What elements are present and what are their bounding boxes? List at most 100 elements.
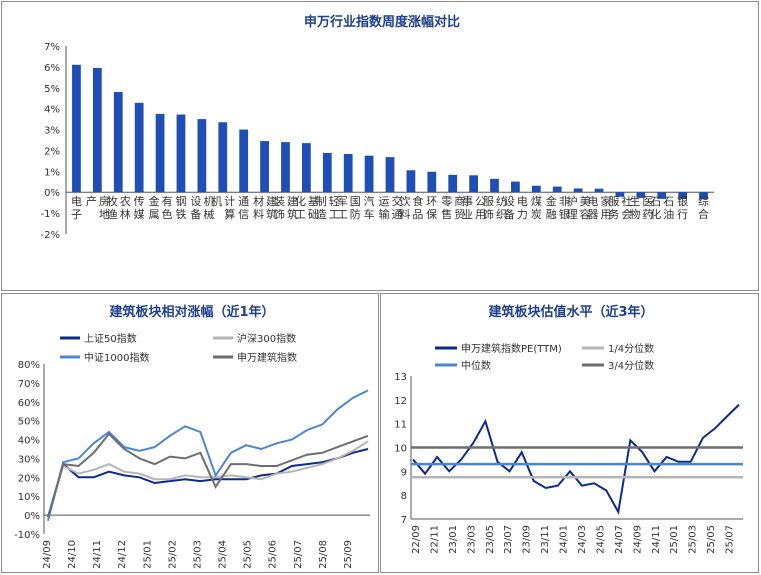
category-label-char: 电 [71,195,82,208]
category-label-char: 化 [295,194,306,208]
bar [197,119,207,193]
x-tick-label: 24/12 [117,540,128,569]
y-tick-label: 50% [18,417,40,428]
x-tick-label: 23/01 [448,525,459,554]
legend-label: 中位数 [461,359,491,372]
category-label-char: 公 [475,195,486,208]
category-label-char: 护 [567,194,578,208]
y-tick-label: 8 [401,491,407,502]
y-tick-label: 11 [394,420,407,431]
x-tick-label: 23/07 [503,525,514,554]
x-tick-label: 23/03 [466,525,477,554]
category-label-char: 务 [608,208,619,221]
y-tick-label: 7 [401,515,407,526]
bar [322,152,332,193]
category-label-char: 生 [629,194,640,208]
y-tick-label: 2% [44,146,60,157]
x-tick-label: 25/05 [243,540,254,569]
x-tick-label: 24/01 [559,525,570,554]
x-tick-label: 24/05 [595,525,606,554]
relative-return-chart-panel: 建筑板块相对涨幅（近1年） 80% 70% 60% 50% 40% 30% 20% 10% 0%… [1,293,379,573]
series-line [47,432,369,518]
category-label-char: 运 [379,195,390,208]
category-label-char: 医 [642,195,653,208]
category-label-char: 材 [253,194,264,208]
bar [281,142,290,193]
x-tick-label: 24/09 [42,540,53,569]
category-label-char: 煤 [531,195,542,208]
bar [72,64,81,193]
category-label-char: 油 [663,207,674,221]
category-label-char: 属 [149,208,160,221]
category-label-char: 钢 [175,195,186,208]
category-label-char: 设 [504,195,515,208]
bar [385,157,395,193]
category-label-char: 非 [559,195,570,208]
y-tick-label: 0% [24,511,40,522]
x-tick-label: 25/04 [218,540,229,569]
category-label-char: 行 [677,208,688,221]
category-label-char: 林 [120,207,131,221]
bar [511,181,520,193]
x-tick-label: 25/05 [706,525,717,554]
category-label-char: 综 [698,194,709,208]
y-tick-label: 13 [394,372,407,383]
legend-label: 申万建筑指数PE(TTM) [461,342,562,355]
category-label-char: 家 [601,194,612,208]
category-label-char: 品 [412,208,423,221]
category-label-char: 汽 [364,194,375,208]
category-label-char: 础 [308,208,319,221]
category-label-char: 用 [601,208,612,221]
category-label-char: 会 [621,208,632,221]
category-label-char: 石 [663,195,674,208]
y-tick-label: 3% [44,126,60,137]
y-tick-label: 5% [44,84,60,95]
y-tick-label: 9 [401,467,407,478]
x-tick-label: 25/01 [669,525,680,554]
series-line [47,448,369,518]
category-label-char: 机 [203,194,214,208]
category-label-char: 农 [120,194,131,208]
category-label-char: 地 [99,208,110,221]
category-label-char: 色 [162,207,173,221]
category-label-char: 军 [337,195,348,208]
category-label-char: 药 [642,208,653,221]
x-tick-label: 24/03 [577,525,588,554]
category-label-char: 环 [426,195,437,208]
y-tick-label: 7% [44,42,60,53]
legend-label: 中证1000指数 [84,351,149,364]
y-tick-label: 80% [18,360,40,371]
category-label-char: 通 [238,195,249,208]
category-label-char: 牧 [107,194,118,208]
category-label-char: 物 [629,207,640,221]
category-label-char: 铁 [175,208,186,221]
category-label-char: 理 [567,208,578,221]
category-label-char: 工 [337,208,348,221]
bar [218,122,228,193]
category-label-char: 容 [580,207,591,221]
category-label-char: 织 [496,208,507,221]
x-tick-label: 25/07 [293,540,304,569]
category-label-char: 器 [588,208,599,221]
bar [678,192,688,199]
category-label-char: 金 [546,194,557,208]
y-tick-label: -10% [14,530,40,541]
x-tick-label: 23/11 [540,525,551,554]
category-label-char: 机 [211,194,222,208]
legend-label: 申万建筑指数 [237,351,297,364]
valuation-line-chart: 建筑板块估值水平（近3年） 13 12 11 10 9 8 7 22/09 22/11 23/01… [394,304,743,554]
category-label-char: 电 [517,195,528,208]
x-tick-label: 22/11 [429,525,440,554]
category-label-char: 零 [441,195,452,208]
y-tick-label: 40% [18,436,40,447]
bar [490,178,499,193]
industry-weekly-bar-chart: 申万行业指数周度涨幅对比 7% 6% 5% 4% 3% 2% 1% 0% -1% -2% 电子 房地产… [41,14,714,241]
bar [573,188,583,193]
category-label-char: 建 [266,194,277,208]
category-label-char: 饰 [274,207,285,221]
category-label-char: 化 [650,207,661,221]
bar [594,188,604,193]
bar [343,153,353,193]
category-label-char: 渔 [107,208,118,221]
x-tick-label: 25/07 [725,525,736,554]
